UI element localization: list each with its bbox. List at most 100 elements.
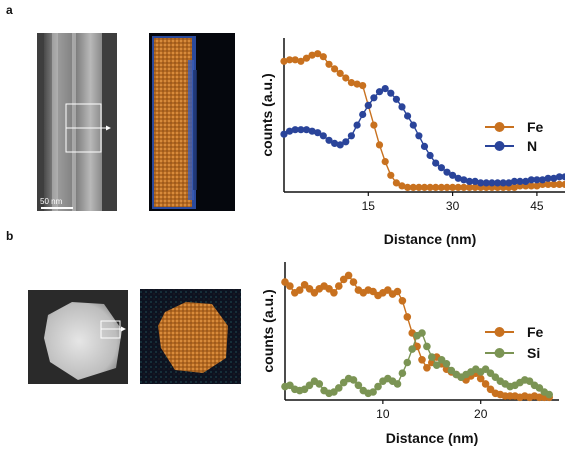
chart-a-fe-point [314,50,322,58]
chart-a-n-point [505,179,513,187]
chart-b-fe-point [418,356,426,364]
chart-a-fe-point [291,56,299,64]
legend-b-si-marker [494,348,505,358]
chart-a-n-point [398,103,406,111]
chart-b-fe-point [481,380,490,388]
chart-b-si-point [398,369,407,378]
chart-a-n-point [471,177,479,185]
chart-b-fe-point [335,282,343,290]
chart-a-n-point [449,171,457,179]
line-scan-arrow-head [121,326,126,332]
legend-b-fe-marker [494,327,505,337]
chart-a-fe-point [432,183,440,191]
chart-a-xlabel: Distance (nm) [384,231,477,247]
chart-b-si-point [369,388,377,396]
chart-b-si-point [393,380,402,388]
chart-b-si-point [315,380,324,388]
chart-a-fe-point [404,183,412,191]
chart-a-fe-point [465,183,474,191]
panel-a-sem-image: 50 nm [37,33,117,211]
chart-b-si-point [545,390,553,399]
chart-b-xlabel: Distance (nm) [386,430,479,446]
chart-a-n-point [286,127,294,135]
chart-b-si-point [335,384,343,392]
chart-b-fe-point [398,297,407,305]
chart-a-n-point [426,151,434,160]
chart-a-n-point [387,89,395,97]
chart-a-ylabel: counts (a.u.) [259,73,275,156]
chart-a-n-point [325,136,333,144]
chart-a-n-point [454,174,462,182]
chart-a-n-point [353,121,361,129]
chart-a-fe-point [510,183,518,191]
chart-a-fe-point [308,51,316,59]
chart-a-xtick-label-2: 45 [530,199,544,213]
chart-a-n-point [443,168,451,176]
chart-a-fe-point [426,183,434,191]
chart-b-ylabel: counts (a.u.) [260,289,276,372]
panel-a-chart: 15 30 45 counts (a.u.) Distance (nm) Fe N [259,38,565,247]
legend-b-fe-label: Fe [527,324,544,340]
chart-a-fe-point [460,183,468,191]
chart-a-fe-point [375,141,384,149]
chart-a-n-point [280,130,288,138]
chart-a-fe-point [544,180,552,188]
chart-a-n-point [302,126,311,134]
chart-a-fe-point [392,179,400,187]
chart-b-fe-point [330,289,338,297]
chart-a-n-point [499,179,507,187]
chart-a-n-point [359,110,367,119]
chart-a-n-point [488,179,496,187]
scale-bar [41,207,73,209]
chart-b-xtick-label-0: 10 [376,407,390,421]
chart-a-n-point [432,159,440,167]
scale-bar-label: 50 nm [40,197,63,206]
chart-a-n-point [510,177,518,185]
chart-a-n-point [544,174,552,182]
chart-b-si-point [403,358,412,367]
chart-a-fe-point [336,69,344,77]
chart-a-n-point [381,85,389,93]
chart-a-fe-point [437,183,445,191]
chart-a-xtick-label-1: 30 [446,199,460,213]
chart-a-fe-point [325,60,333,68]
chart-b-fe-point [286,282,294,290]
chart-a-n-point [319,132,327,140]
chart-a-fe-point [555,180,564,188]
chart-a-n-point [291,126,299,134]
chart-b-si-point [428,353,436,361]
chart-a-fe-point [420,183,429,191]
chart-a-fe-point [347,79,355,87]
chart-a-fe-point [527,182,535,190]
chart-a-n-point [375,88,384,96]
line-scan-arrow-head [106,125,111,131]
chart-b-si-point [442,360,451,368]
chart-a-fe-point [387,171,395,179]
chart-a-n-point [331,139,339,147]
chart-a-n-point [404,112,412,120]
chart-a-n-point [561,173,565,181]
chart-a-fe-point [280,57,288,65]
chart-a-fe-point [381,158,389,166]
chart-b-fe-point [344,271,353,280]
chart-a-n-point [527,176,535,184]
chart-a-fe-point [319,53,327,61]
chart-a-n-point [392,95,400,103]
panel-letter-b: b [6,229,13,243]
chart-b-si-point [349,376,358,384]
chart-b-si-point [418,329,426,337]
chart-a-n-point [370,94,378,102]
chart-a-fe-point [415,183,423,191]
chart-a-n-point [550,174,558,182]
panel-b-eds-map [140,289,241,384]
chart-a-fe-point [297,57,305,65]
chart-a-n-point [460,176,468,184]
chart-b-fe-point [349,278,358,286]
chart-a-fe-point [286,56,294,64]
chart-b-fe-point [423,364,431,372]
chart-a-fe-point [342,74,350,82]
chart-a-n-point [364,101,372,109]
chart-a-n-point [516,177,524,185]
chart-b-si-point [374,382,382,391]
